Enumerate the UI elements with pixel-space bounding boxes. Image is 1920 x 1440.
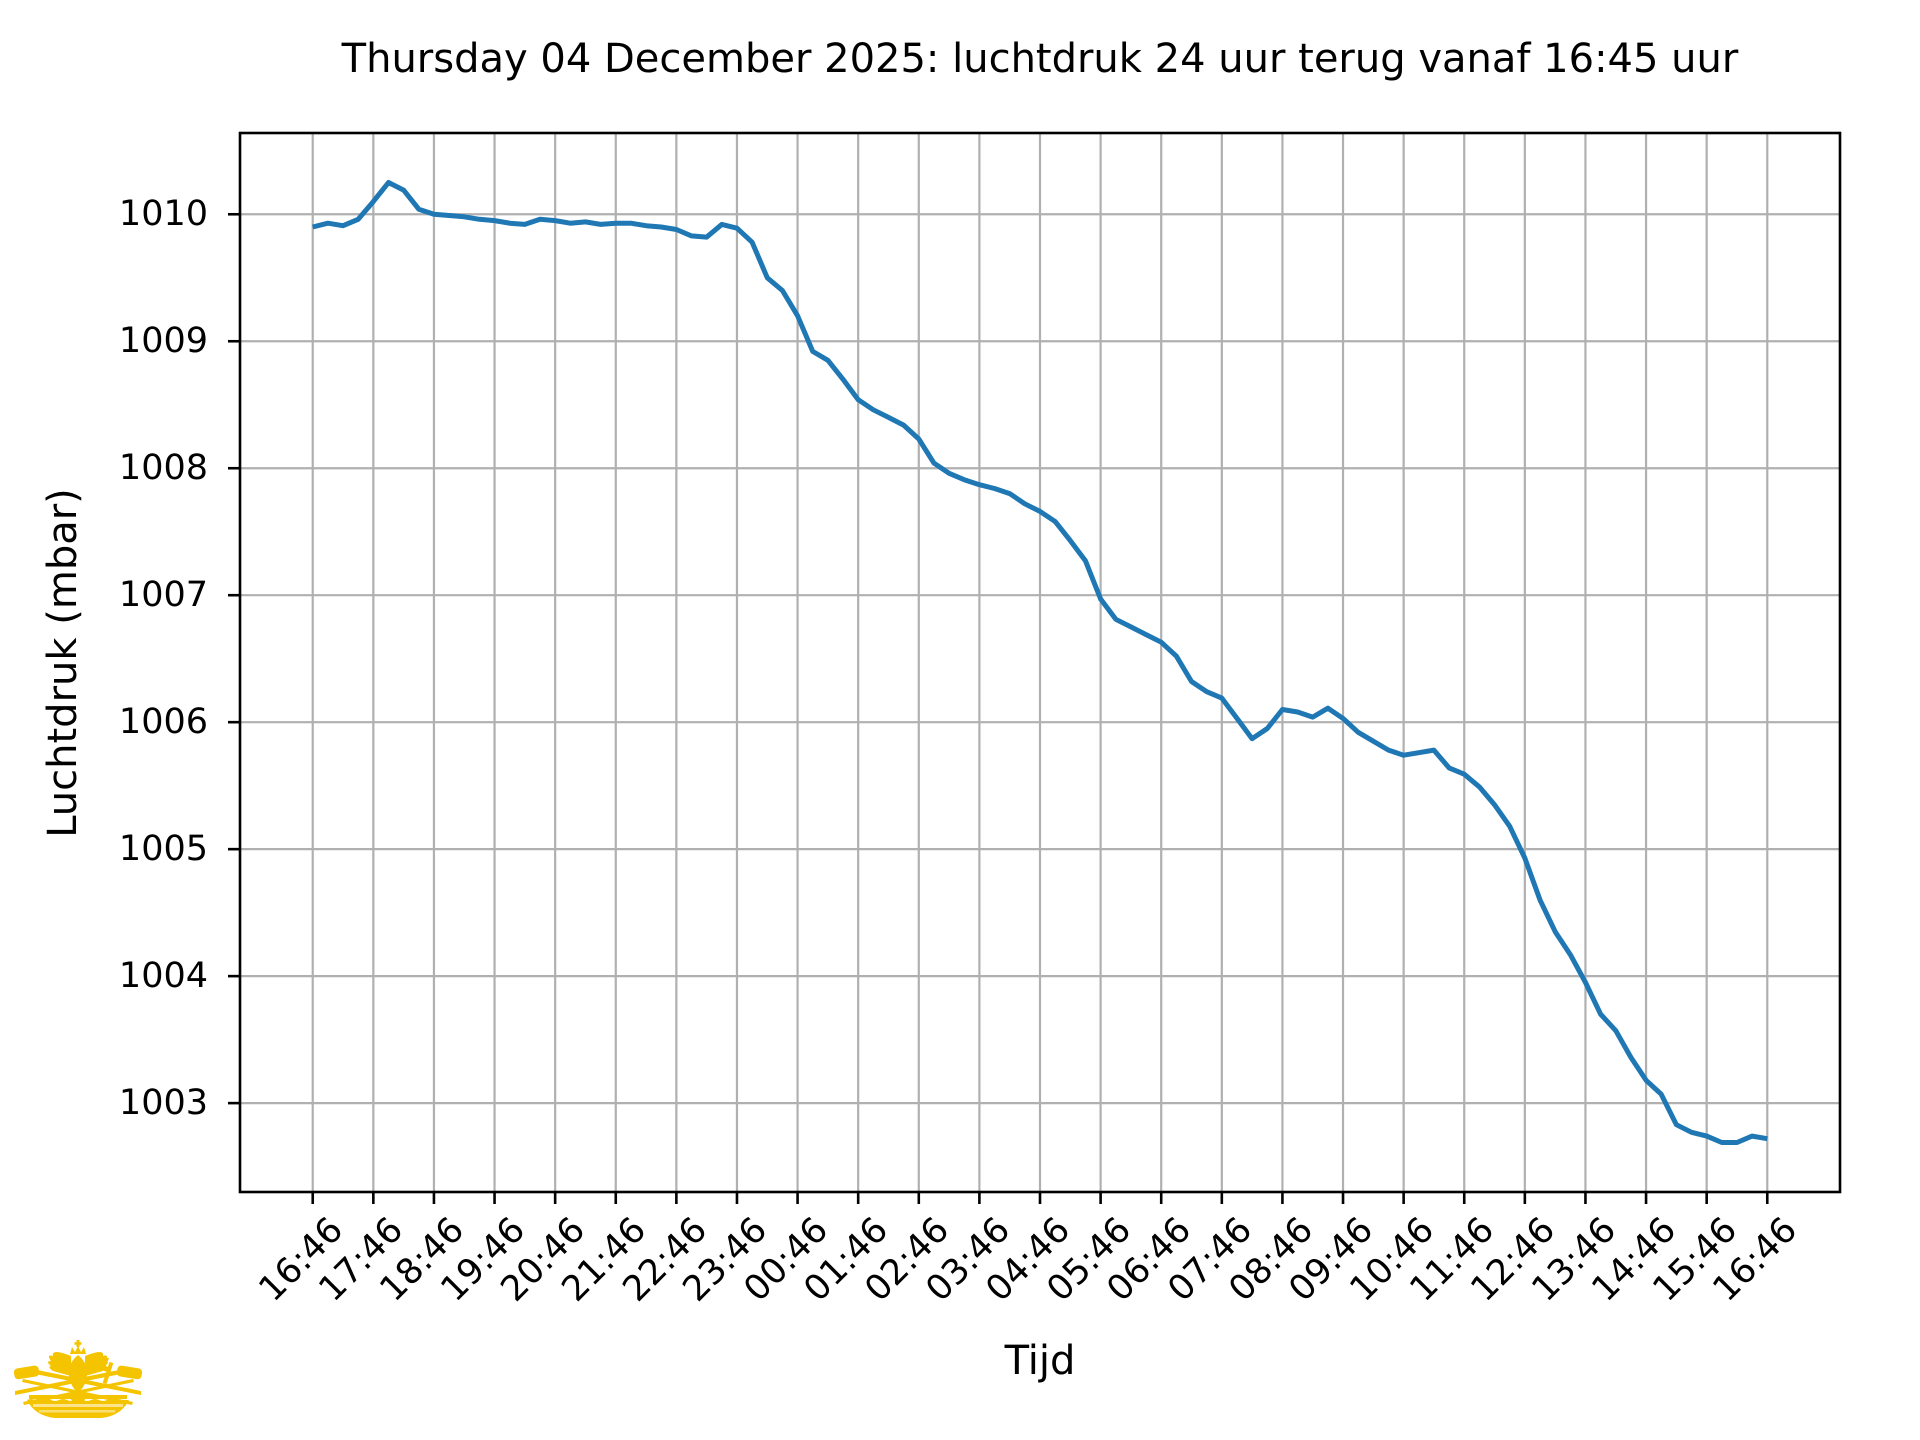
y-tick-label: 1010 [118, 194, 208, 235]
eagle-icon [48, 1340, 114, 1403]
x-axis-label: Tijd [1004, 1338, 1076, 1384]
chart-title: Thursday 04 December 2025: luchtdruk 24 … [341, 36, 1739, 82]
y-tick-label: 1005 [118, 829, 208, 870]
y-tick-label: 1006 [118, 702, 208, 743]
y-tick-label: 1004 [118, 956, 208, 997]
boat-icon [27, 1395, 129, 1418]
gridlines [240, 133, 1840, 1192]
pressure-line [312, 180, 1768, 1145]
y-tick-label: 1008 [118, 448, 208, 489]
y-axis-label: Luchtdruk (mbar) [40, 488, 86, 838]
y-tick-label: 1009 [118, 321, 208, 362]
axes-border-and-ticks [228, 131, 1842, 1204]
y-tick-label: 1007 [118, 575, 208, 616]
y-tick-label: 1003 [118, 1083, 208, 1124]
rowing-crest-logo [13, 1340, 143, 1418]
